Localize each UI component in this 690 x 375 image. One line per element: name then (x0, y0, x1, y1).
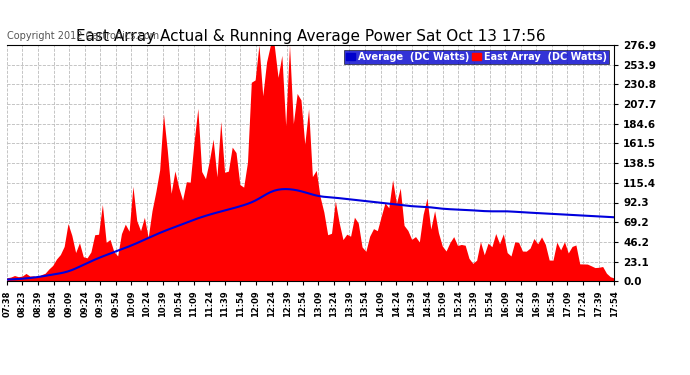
Text: Copyright 2012 Cartronics.com: Copyright 2012 Cartronics.com (7, 32, 159, 41)
Legend: Average  (DC Watts), East Array  (DC Watts): Average (DC Watts), East Array (DC Watts… (344, 50, 609, 64)
Title: East Array Actual & Running Average Power Sat Oct 13 17:56: East Array Actual & Running Average Powe… (76, 29, 545, 44)
